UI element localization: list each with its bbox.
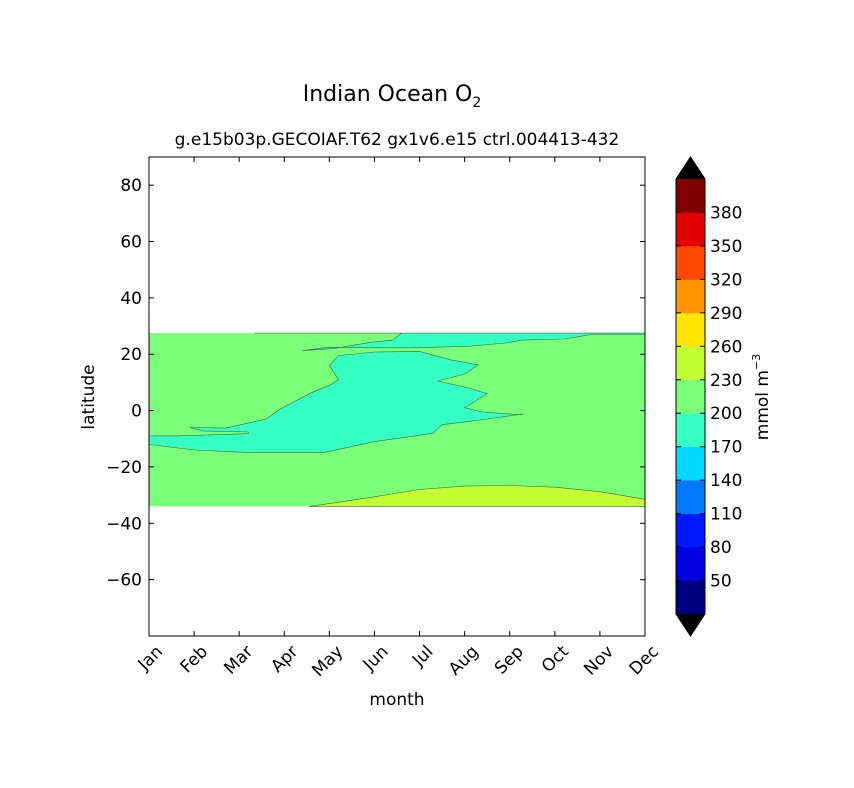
x-tick-label: Aug	[445, 642, 483, 680]
x-tick-label: Oct	[538, 642, 573, 677]
x-tick-label: Dec	[626, 642, 663, 679]
colorbar-band-380-410	[676, 179, 705, 213]
plot-area: 80 60 40 20 0 −20 −40 −60 Jan Feb Mar Apr May Jun Jul…	[106, 156, 663, 681]
colorbar-band-290-320	[676, 279, 705, 314]
colorbar-band-50-80	[676, 547, 705, 581]
colorbar-band-260-290	[676, 312, 705, 347]
colorbar-tick-label: 290	[710, 304, 742, 324]
x-axis-label: month	[369, 690, 424, 710]
x-tick-label: Jan	[134, 642, 167, 675]
y-axis: 80 60 40 20 0 −20 −40 −60	[106, 176, 645, 591]
colorbar-label-superscript: −3	[750, 354, 763, 370]
colorbar-band-320-350	[676, 245, 705, 280]
chart-title: Indian Ocean O2	[303, 82, 482, 111]
colorbar-outline	[675, 156, 706, 637]
plot-frame	[148, 156, 646, 637]
colorbar-tick-label: 110	[710, 505, 742, 525]
colorbar-under-arrow	[676, 614, 705, 636]
colorbar-tick-label: 260	[710, 337, 742, 357]
colorbar-tick-label: 350	[710, 237, 742, 257]
colorbar-band-110-140	[676, 480, 705, 514]
chart-title-subscript: 2	[472, 95, 481, 111]
fill-region-170-200-1	[148, 351, 524, 453]
y-tick-label: 40	[120, 289, 142, 309]
y-tick-label: −60	[106, 571, 142, 591]
colorbar-tick-label: 380	[710, 203, 742, 223]
colorbar-over-arrow	[676, 157, 705, 179]
colorbar-band-200-230	[676, 379, 705, 414]
colorbar: 50 80 110 140 170 200 230 260 290 320 350 380	[675, 156, 742, 637]
colorbar-tick-label: 320	[710, 270, 742, 290]
colorbar-label: mmol m−3	[750, 354, 773, 440]
y-tick-label: 0	[131, 402, 142, 422]
x-tick-label: Nov	[580, 642, 618, 680]
y-tick-label: 60	[120, 233, 142, 253]
y-tick-label: −40	[106, 514, 142, 534]
y-tick-label: 80	[120, 176, 142, 196]
colorbar-band-20-50	[676, 580, 705, 615]
colorbar-tick-label: 50	[710, 572, 732, 592]
colorbar-tick-label: 80	[710, 538, 732, 558]
colorbar-tick-label: 170	[710, 438, 742, 458]
colorbar-tick-label: 230	[710, 371, 742, 391]
y-tick-label: 20	[120, 345, 142, 365]
data-fill-layer	[148, 332, 646, 507]
x-tick-label: Jul	[408, 642, 437, 671]
y-axis-label: latitude	[79, 364, 99, 429]
colorbar-tick-label: 140	[710, 471, 742, 491]
colorbar-band-80-110	[676, 513, 705, 548]
colorbar-band-230-260	[676, 346, 705, 381]
x-tick-label: Mar	[220, 642, 257, 679]
x-tick-label: Feb	[177, 642, 212, 677]
x-tick-label: Apr	[267, 642, 302, 677]
x-tick-label: May	[308, 642, 347, 681]
x-tick-label: Sep	[491, 642, 528, 679]
colorbar-band-140-170	[676, 446, 705, 481]
fill-region-170-200-0	[255, 332, 646, 351]
colorbar-tick-label: 200	[710, 404, 742, 424]
x-tick-label: Jun	[359, 642, 393, 676]
chart-subtitle: g.e15b03p.GECOIAF.T62 gx1v6.e15 ctrl.004…	[175, 130, 620, 150]
colorbar-band-350-380	[676, 212, 705, 247]
colorbar-band-170-200	[676, 413, 705, 447]
y-tick-label: −20	[106, 458, 142, 478]
